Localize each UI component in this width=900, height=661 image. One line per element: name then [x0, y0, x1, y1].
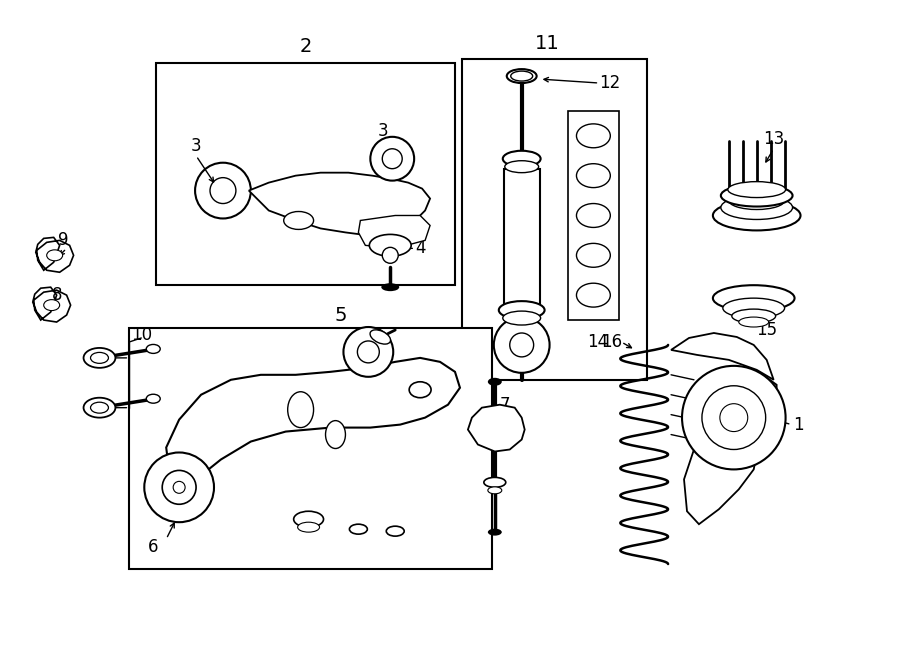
Ellipse shape	[147, 394, 160, 403]
Ellipse shape	[739, 317, 769, 327]
Ellipse shape	[488, 529, 502, 535]
Polygon shape	[504, 169, 540, 310]
Ellipse shape	[728, 182, 786, 198]
Text: 6: 6	[148, 538, 158, 556]
Ellipse shape	[326, 420, 346, 449]
Circle shape	[144, 453, 214, 522]
Text: 9: 9	[58, 231, 69, 249]
Ellipse shape	[284, 212, 313, 229]
Text: 13: 13	[763, 130, 784, 148]
Ellipse shape	[577, 243, 610, 267]
Polygon shape	[694, 368, 777, 459]
Circle shape	[195, 163, 251, 219]
Ellipse shape	[91, 402, 108, 413]
Ellipse shape	[369, 235, 411, 256]
Ellipse shape	[298, 522, 320, 532]
Ellipse shape	[370, 330, 391, 344]
Ellipse shape	[147, 344, 160, 354]
Bar	[568, 111, 619, 320]
Circle shape	[382, 149, 402, 169]
Ellipse shape	[577, 283, 610, 307]
Circle shape	[210, 178, 236, 204]
Ellipse shape	[84, 348, 115, 368]
Text: 3: 3	[191, 137, 202, 155]
Text: 4: 4	[415, 239, 426, 257]
Text: 11: 11	[536, 34, 560, 53]
Text: 16: 16	[601, 333, 622, 351]
Ellipse shape	[488, 487, 502, 494]
Ellipse shape	[510, 71, 533, 81]
Text: 5: 5	[334, 305, 346, 325]
Circle shape	[382, 247, 398, 263]
Ellipse shape	[507, 69, 536, 83]
Ellipse shape	[503, 311, 541, 325]
Text: 15: 15	[756, 321, 778, 339]
Circle shape	[682, 366, 786, 469]
Ellipse shape	[293, 511, 323, 527]
Circle shape	[162, 471, 196, 504]
Circle shape	[357, 341, 379, 363]
Ellipse shape	[721, 184, 793, 206]
Text: 14: 14	[587, 333, 608, 351]
Ellipse shape	[721, 196, 793, 219]
Polygon shape	[32, 287, 70, 322]
Polygon shape	[468, 405, 525, 451]
Ellipse shape	[577, 124, 610, 148]
Ellipse shape	[723, 298, 785, 318]
Circle shape	[702, 386, 766, 449]
Ellipse shape	[44, 299, 59, 311]
Ellipse shape	[732, 309, 776, 323]
Ellipse shape	[499, 301, 544, 319]
Bar	[157, 63, 455, 285]
Polygon shape	[248, 173, 430, 235]
Polygon shape	[166, 358, 460, 499]
Text: 10: 10	[130, 326, 152, 344]
Text: 12: 12	[598, 74, 620, 92]
Ellipse shape	[488, 378, 502, 386]
Ellipse shape	[503, 151, 541, 167]
Polygon shape	[671, 333, 774, 380]
Ellipse shape	[47, 250, 63, 261]
Ellipse shape	[729, 192, 785, 210]
Ellipse shape	[382, 283, 400, 291]
Ellipse shape	[713, 285, 795, 311]
Text: 3: 3	[378, 122, 389, 140]
Text: 1: 1	[793, 416, 804, 434]
Polygon shape	[36, 237, 74, 272]
Polygon shape	[684, 442, 757, 524]
Ellipse shape	[288, 392, 313, 428]
Circle shape	[509, 333, 534, 357]
Text: 8: 8	[51, 286, 62, 304]
Text: 7: 7	[500, 396, 510, 414]
Bar	[130, 328, 491, 569]
Bar	[462, 59, 647, 380]
Circle shape	[173, 481, 185, 493]
Ellipse shape	[84, 398, 115, 418]
Ellipse shape	[349, 524, 367, 534]
Circle shape	[370, 137, 414, 180]
Text: 2: 2	[300, 37, 311, 56]
Circle shape	[720, 404, 748, 432]
Ellipse shape	[577, 164, 610, 188]
Polygon shape	[358, 215, 430, 249]
Circle shape	[344, 327, 393, 377]
Ellipse shape	[713, 200, 800, 231]
Ellipse shape	[386, 526, 404, 536]
Circle shape	[494, 317, 550, 373]
Ellipse shape	[410, 382, 431, 398]
Ellipse shape	[577, 204, 610, 227]
Ellipse shape	[484, 477, 506, 487]
Ellipse shape	[91, 352, 108, 364]
Ellipse shape	[505, 161, 538, 173]
